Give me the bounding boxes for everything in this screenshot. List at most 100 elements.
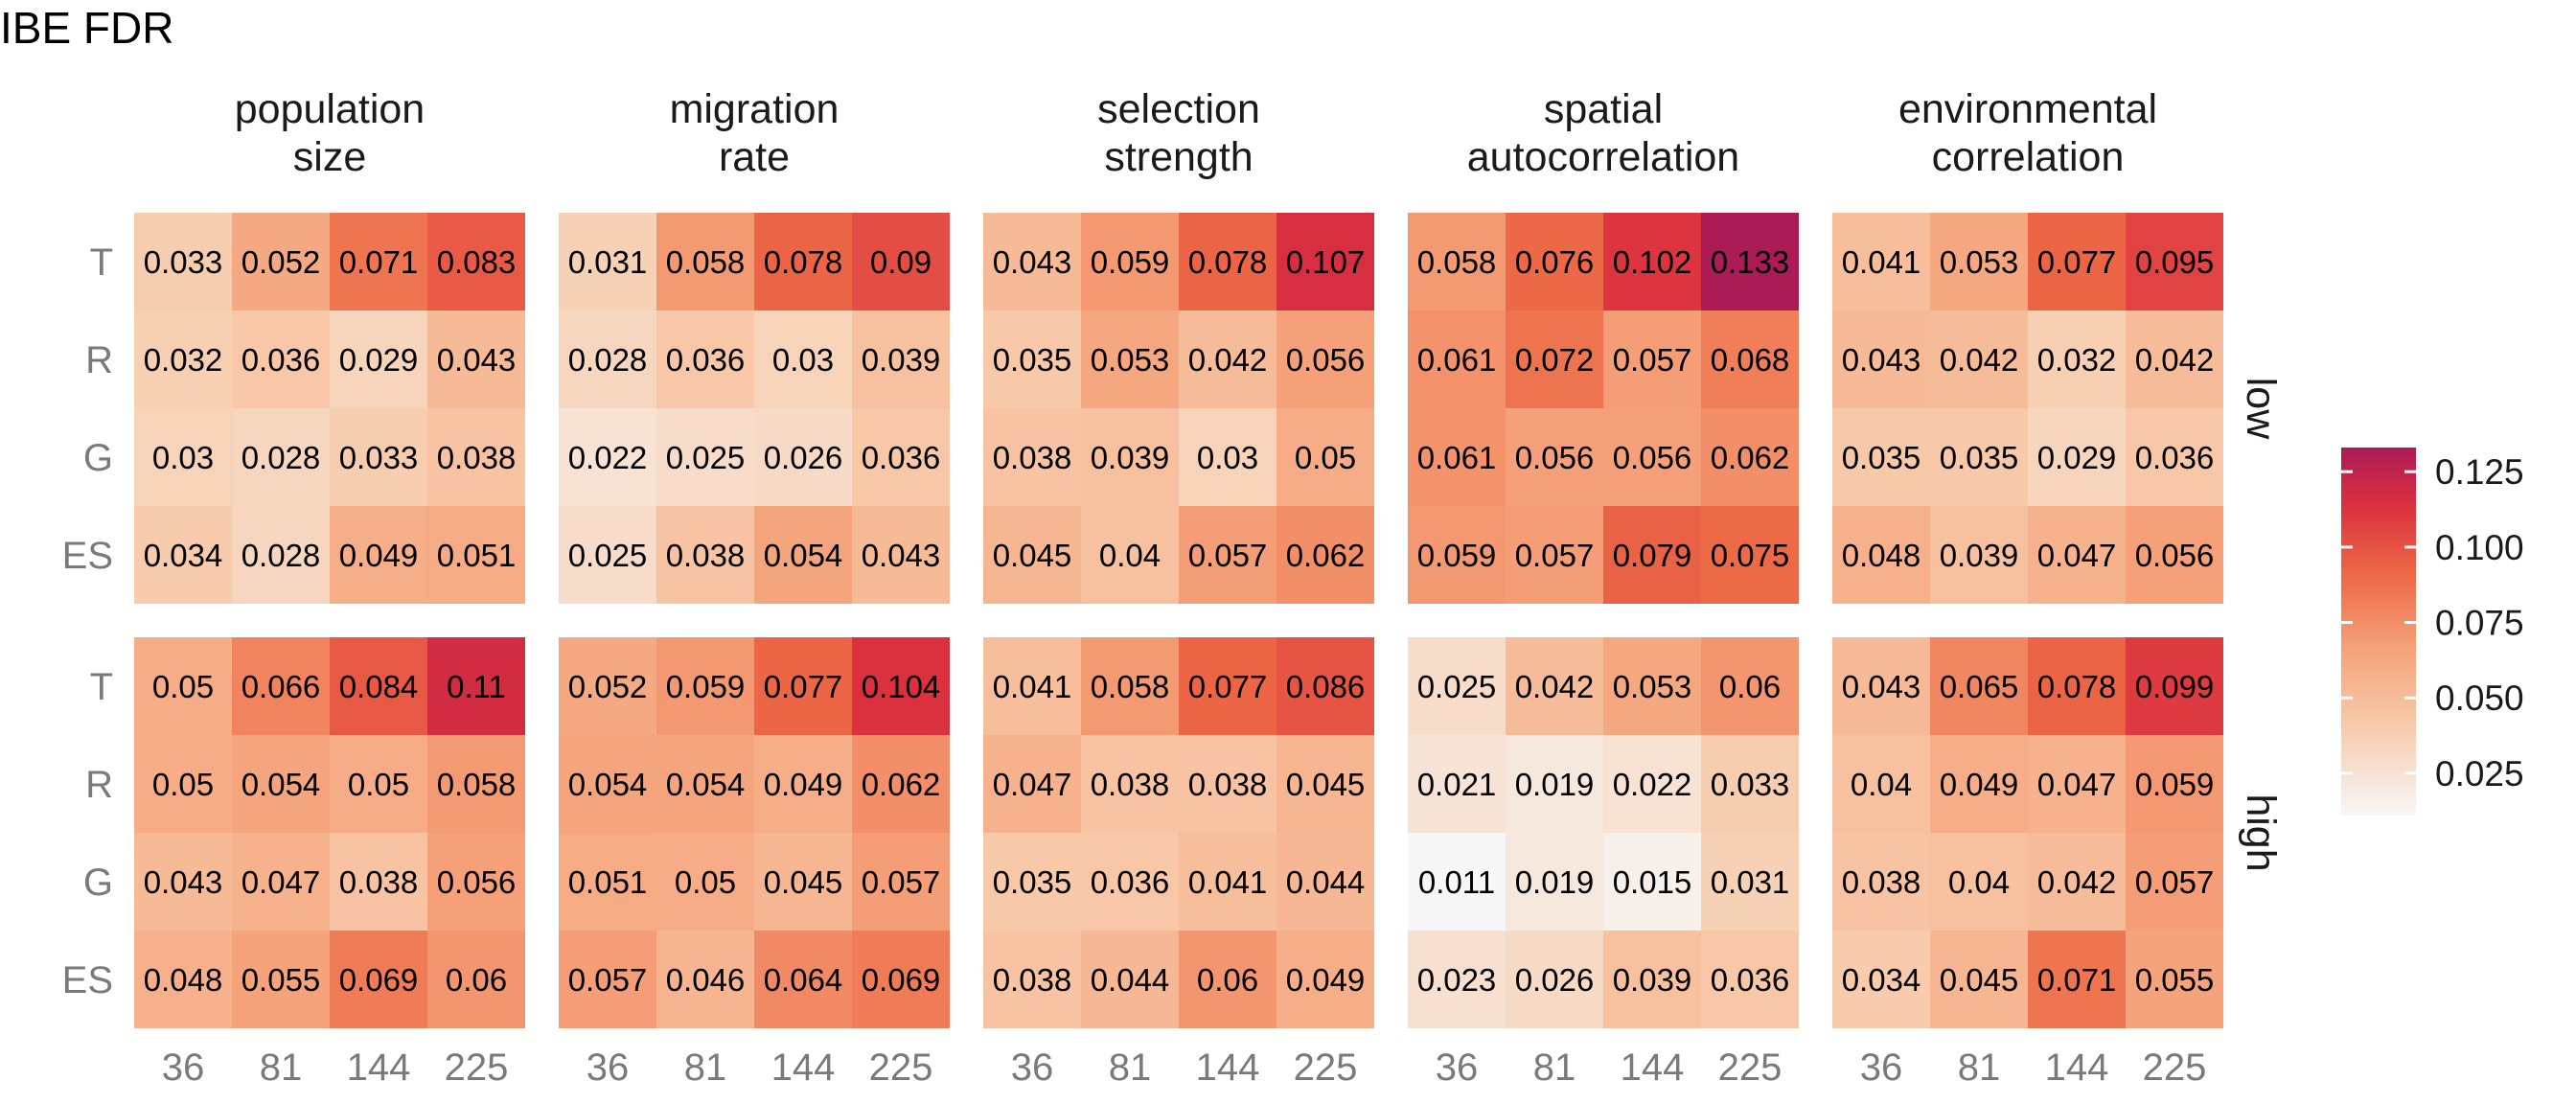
cell-value-label: 0.042 (1188, 342, 1268, 378)
cell-value-label: 0.057 (568, 962, 648, 998)
cell-value-label: 0.057 (862, 864, 941, 900)
cell-value-label: 0.039 (1613, 962, 1692, 998)
heatmap-cell (2028, 833, 2126, 931)
heatmap-cell (559, 408, 656, 506)
x-tick-label: 81 (1533, 1046, 1576, 1089)
heatmap-cell (1832, 408, 1930, 506)
cell-value-label: 0.06 (1719, 669, 1781, 704)
cell-value-label: 0.051 (437, 538, 517, 573)
y-tick-label: T (90, 666, 113, 708)
cell-value-label: 0.054 (666, 767, 746, 802)
heatmap-cell (1832, 310, 1930, 408)
heatmap-cell (1930, 735, 2028, 833)
y-tick-label: G (83, 437, 113, 479)
cell-value-label: 0.042 (2037, 864, 2117, 900)
y-tick-label: R (85, 339, 113, 381)
cell-value-label: 0.036 (242, 342, 321, 378)
heatmap-cell (1506, 506, 1603, 604)
heatmap-cell (330, 637, 427, 735)
legend-tick-label: 0.050 (2435, 678, 2524, 718)
cell-value-label: 0.028 (568, 342, 648, 378)
heatmap-cell (330, 931, 427, 1028)
heatmap-cell (1930, 506, 2028, 604)
heatmap-cell (134, 310, 232, 408)
cell-value-label: 0.035 (1842, 440, 1921, 475)
heatmap-cell (1179, 735, 1276, 833)
heatmap-cell (983, 637, 1081, 735)
cell-value-label: 0.019 (1515, 864, 1595, 900)
cell-value-label: 0.04 (1099, 538, 1161, 573)
cell-value-label: 0.025 (1417, 669, 1497, 704)
cell-value-label: 0.028 (242, 538, 321, 573)
cell-value-label: 0.023 (1417, 962, 1497, 998)
cell-value-label: 0.071 (2037, 962, 2117, 998)
cell-value-label: 0.042 (2135, 342, 2215, 378)
heatmap-cell (1506, 931, 1603, 1028)
cell-value-label: 0.043 (437, 342, 517, 378)
cell-value-label: 0.034 (144, 538, 223, 573)
heatmap-cell (330, 735, 427, 833)
heatmap-cell (1832, 735, 1930, 833)
cell-value-label: 0.033 (1711, 767, 1790, 802)
heatmap-cell (983, 833, 1081, 931)
column-strip-label: environmental (1898, 86, 2157, 132)
heatmap-cell (1179, 408, 1276, 506)
cell-value-label: 0.086 (1286, 669, 1366, 704)
heatmap-cell (1832, 506, 1930, 604)
heatmap-cell (559, 833, 656, 931)
heatmap-cell (427, 735, 525, 833)
heatmap-cell (1832, 637, 1930, 735)
heatmap-cell (134, 213, 232, 310)
heatmap-cell (134, 506, 232, 604)
cell-value-label: 0.05 (1295, 440, 1356, 475)
heatmap-cell (1603, 506, 1701, 604)
heatmap-cell (1832, 931, 1930, 1028)
cell-value-label: 0.021 (1417, 767, 1497, 802)
cell-value-label: 0.028 (242, 440, 321, 475)
cell-value-label: 0.052 (568, 669, 648, 704)
heatmap-cell (1603, 833, 1701, 931)
x-tick-label: 36 (162, 1046, 205, 1089)
heatmap-cell (2126, 310, 2223, 408)
heatmap-cell (656, 213, 754, 310)
heatmap-cell (1408, 637, 1506, 735)
heatmap-cell (2126, 931, 2223, 1028)
cell-value-label: 0.059 (1417, 538, 1497, 573)
heatmap-cell (1506, 735, 1603, 833)
legend-tick-label: 0.100 (2435, 528, 2524, 567)
heatmap-cell (1603, 931, 1701, 1028)
x-tick-label: 144 (1196, 1046, 1260, 1089)
cell-value-label: 0.043 (1842, 342, 1921, 378)
heatmap-cell (1276, 735, 1374, 833)
heatmap-cell (232, 637, 330, 735)
heatmap-cell (656, 931, 754, 1028)
heatmap-cell (2126, 213, 2223, 310)
heatmap-cell (754, 310, 852, 408)
cell-value-label: 0.068 (1711, 342, 1790, 378)
heatmap-cell (2126, 408, 2223, 506)
cell-value-label: 0.062 (1286, 538, 1366, 573)
legend-tick-label: 0.125 (2435, 452, 2524, 492)
cell-value-label: 0.044 (1091, 962, 1170, 998)
heatmap-cell (427, 310, 525, 408)
cell-value-label: 0.083 (437, 244, 517, 280)
heatmap-cell (1506, 408, 1603, 506)
heatmap-cell (427, 931, 525, 1028)
cell-value-label: 0.055 (2135, 962, 2215, 998)
heatmap-cell (1603, 735, 1701, 833)
heatmap-cell (1081, 506, 1179, 604)
heatmap-cell (1701, 506, 1799, 604)
cell-value-label: 0.057 (2135, 864, 2215, 900)
heatmap-cell (559, 637, 656, 735)
heatmap-cell (1701, 310, 1799, 408)
heatmap-cell (1408, 833, 1506, 931)
heatmap-cell (1701, 637, 1799, 735)
y-tick-label: G (83, 862, 113, 904)
cell-value-label: 0.049 (1286, 962, 1366, 998)
heatmap-cell (983, 931, 1081, 1028)
cell-value-label: 0.04 (1851, 767, 1912, 802)
heatmap-cell (1832, 833, 1930, 931)
heatmap-cell (134, 637, 232, 735)
